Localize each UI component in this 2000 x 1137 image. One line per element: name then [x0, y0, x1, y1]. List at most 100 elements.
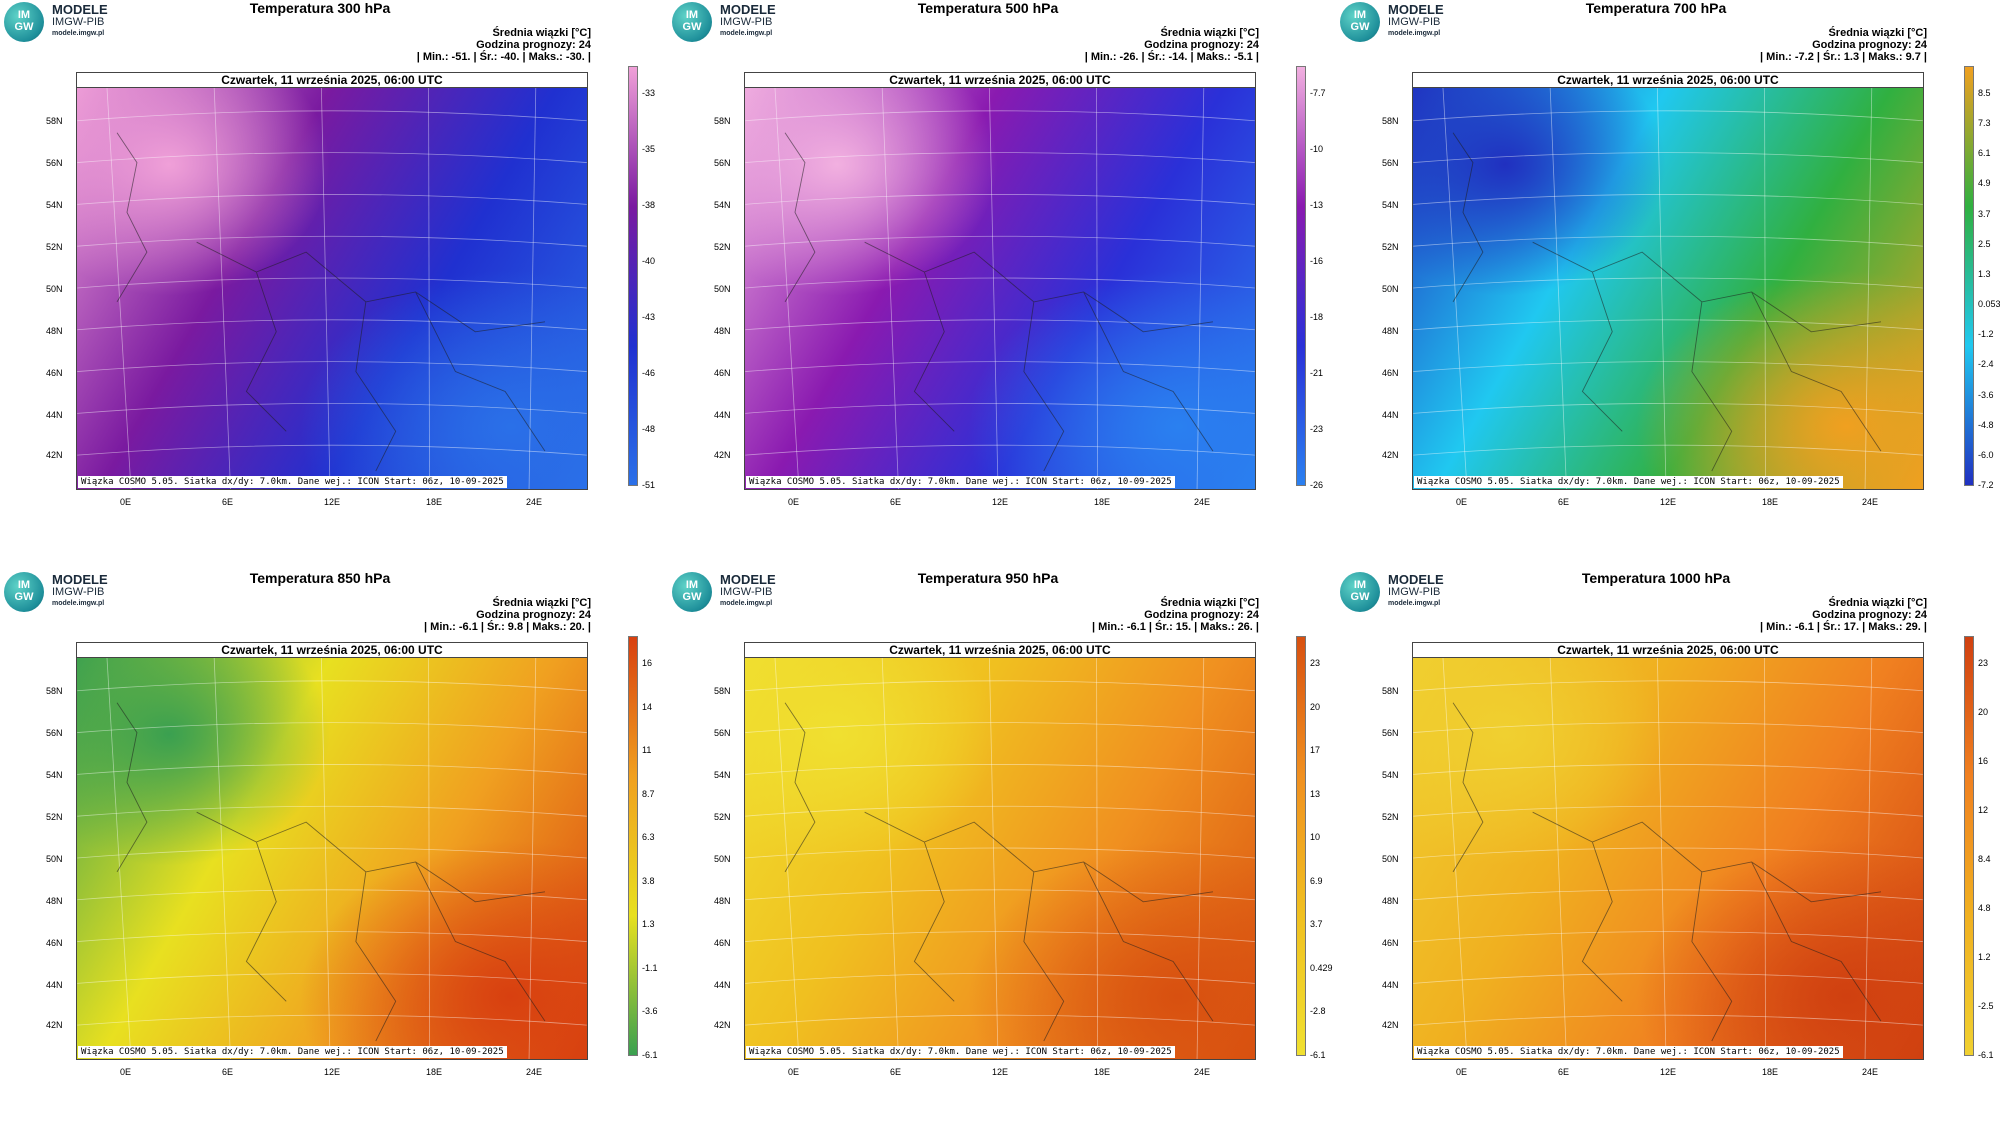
valid-time-bar: Czwartek, 11 września 2025, 06:00 UTC [76, 642, 588, 658]
valid-time-bar: Czwartek, 11 września 2025, 06:00 UTC [76, 72, 588, 88]
temperature-map[interactable] [1412, 642, 1924, 1060]
latitude-line [745, 110, 1255, 122]
longitude-label: 12E [1660, 497, 1677, 507]
longitude-line [1864, 643, 1873, 1059]
colorbar [1964, 636, 1974, 1056]
latitude-line [77, 110, 587, 122]
map-panel: IM GW MODELE IMGW-PIB modele.imgw.pl Temperat… [668, 570, 1334, 1130]
colorbar-tick-label: 0.053 [1978, 299, 2000, 310]
latitude-label: 44N [1382, 410, 1399, 420]
latitude-label: 54N [46, 770, 63, 780]
brand-block: MODELE IMGW-PIB modele.imgw.pl [1388, 572, 1444, 610]
brand-block: MODELE IMGW-PIB modele.imgw.pl [52, 573, 108, 610]
brand-name: MODELE [720, 2, 776, 17]
latitude-label: 50N [46, 854, 63, 864]
colorbar-tick-label: 1.2 [1978, 952, 1991, 962]
latitude-line [745, 722, 1255, 733]
latitude-line [1413, 235, 1923, 247]
colorbar-tick-label: -2.8 [1310, 1006, 1326, 1017]
longitude-label: 0E [120, 497, 132, 507]
latitude-label: 56N [714, 158, 731, 168]
colorbar-tick-label: -3.6 [1978, 389, 1994, 400]
colorbar-tick-label: -6.1 [1978, 1050, 1994, 1060]
colorbar-tick-label: -23 [1310, 424, 1324, 434]
colorbar-tick-label: 23 [1310, 658, 1321, 668]
stats-block: Średnia wiązki [°C] Godzina prognozy: 24 |… [1760, 597, 1927, 633]
latitude-line [745, 444, 1255, 456]
brand-name: MODELE [1388, 572, 1444, 587]
subtitle-mean: Średnia wiązki [°C] [1828, 27, 1927, 39]
stats-block: Średnia wiązki [°C] Godzina prognozy: 24 |… [1760, 27, 1927, 63]
longitude-line [1656, 643, 1667, 1059]
latitude-label: 50N [714, 854, 731, 864]
brand-block: MODELE IMGW-PIB modele.imgw.pl [1388, 3, 1444, 40]
longitude-line [428, 73, 430, 489]
latitude-line [77, 361, 587, 372]
stats-line: | Min.: -26. | Śr.: -14. | Maks.: -5.1 | [1084, 51, 1259, 63]
colorbar-tick-label: 4.9 [1978, 178, 1991, 189]
temperature-map[interactable] [76, 72, 588, 490]
stats-block: Średnia wiązki [°C] Godzina prognozy: 24 |… [417, 27, 591, 63]
latitude-line [1413, 110, 1923, 122]
temperature-map[interactable] [76, 642, 588, 1060]
colorbar-tick-label: -26 [1310, 480, 1324, 490]
brand-url: modele.imgw.pl [52, 30, 105, 37]
brand-name: MODELE [720, 572, 776, 587]
country-borders [1452, 702, 1882, 1042]
colorbar-tick-label: 23 [1978, 658, 1989, 668]
valid-time-bar: Czwartek, 11 września 2025, 06:00 UTC [744, 72, 1256, 88]
longitude-label: 18E [1094, 1067, 1111, 1077]
latitude-label: 46N [1382, 938, 1399, 948]
longitude-line [1096, 73, 1098, 489]
longitude-label: 0E [788, 497, 800, 507]
longitude-label: 12E [992, 1067, 1009, 1077]
colorbar-tick-label: -13 [1310, 200, 1324, 210]
latitude-line [745, 235, 1255, 247]
latitude-line [1413, 805, 1923, 817]
stats-line: | Min.: -6.1 | Śr.: 9.8 | Maks.: 20. | [424, 621, 591, 633]
longitude-label: 24E [526, 497, 543, 507]
temperature-map[interactable] [1412, 72, 1924, 490]
country-borders [1452, 132, 1882, 472]
latitude-label: 42N [46, 1020, 63, 1030]
latitude-line [745, 1014, 1255, 1026]
logo-text-top: IM [17, 579, 31, 591]
subtitle-mean: Średnia wiązki [°C] [1828, 597, 1927, 609]
logo-text-bottom: GW [14, 591, 34, 603]
latitude-line [1413, 931, 1923, 942]
model-footer: Wiązka COSMO 5.05. Siatka dx/dy: 7.0km. … [746, 476, 1175, 488]
colorbar-tick-label: 6.3 [642, 832, 655, 843]
latitude-label: 44N [714, 410, 731, 420]
imgw-logo: IM GW [1340, 572, 1380, 612]
latitude-line [77, 1014, 587, 1026]
country-borders [784, 132, 1214, 472]
graticule-and-borders [1413, 643, 1923, 1059]
longitude-label: 12E [1660, 1067, 1677, 1077]
latitude-line [77, 277, 587, 289]
longitude-line [988, 73, 999, 489]
latitude-label: 46N [714, 368, 731, 378]
stats-block: Średnia wiązki [°C] Godzina prognozy: 24 |… [1085, 27, 1259, 63]
temperature-map[interactable] [744, 72, 1256, 490]
longitude-line [528, 643, 537, 1059]
colorbar-tick-label: -4.8 [1978, 419, 1994, 430]
latitude-line [77, 152, 587, 163]
forecast-hour: Godzina prognozy: 24 [476, 609, 591, 621]
colorbar-tick-label: 13 [1310, 788, 1321, 799]
colorbar-tick-label: 0.429 [1310, 962, 1333, 973]
colorbar-tick-label: 6.1 [1978, 148, 1991, 159]
latitude-line [77, 680, 587, 692]
latitude-label: 48N [1382, 326, 1399, 336]
stats-block: Średnia wiązki [°C] Godzina prognozy: 24 |… [1092, 597, 1259, 633]
graticule-and-borders [1413, 73, 1923, 489]
colorbar-tick-label: -6.1 [1310, 1050, 1326, 1060]
latitude-label: 56N [46, 158, 63, 168]
brand-url: modele.imgw.pl [1388, 30, 1441, 37]
forecast-hour: Godzina prognozy: 24 [1144, 39, 1259, 51]
brand-org: IMGW-PIB [1388, 586, 1441, 598]
colorbar-tick-label: 6.9 [1310, 875, 1323, 886]
temperature-map[interactable] [744, 642, 1256, 1060]
latitude-line [745, 319, 1255, 331]
stats-line: | Min.: -51. | Śr.: -40. | Maks.: -30. | [416, 51, 591, 63]
colorbar-tick-label: -33 [642, 88, 656, 98]
